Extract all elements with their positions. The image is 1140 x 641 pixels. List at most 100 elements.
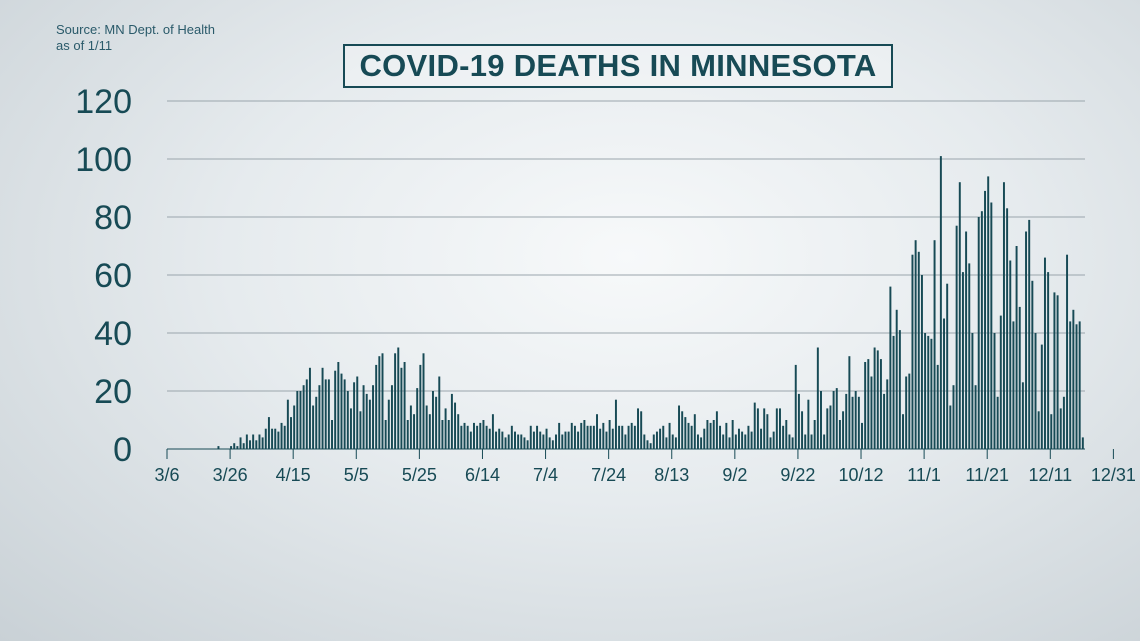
bar bbox=[725, 422, 728, 449]
bar bbox=[760, 428, 763, 449]
bar bbox=[435, 396, 438, 449]
bar bbox=[245, 434, 248, 449]
bar bbox=[343, 379, 346, 449]
bar bbox=[362, 385, 365, 449]
bar bbox=[573, 425, 576, 449]
bar bbox=[305, 379, 308, 449]
bar bbox=[690, 425, 693, 449]
bar bbox=[479, 422, 482, 449]
bar bbox=[810, 434, 813, 449]
x-tick-label: 12/31 bbox=[1091, 465, 1136, 485]
bar bbox=[409, 405, 412, 449]
bar bbox=[460, 425, 463, 449]
bar bbox=[507, 434, 510, 449]
bar bbox=[592, 425, 595, 449]
bar bbox=[924, 333, 927, 449]
bar bbox=[936, 364, 939, 449]
bar bbox=[570, 422, 573, 449]
x-tick-label: 11/1 bbox=[907, 465, 941, 485]
bar bbox=[930, 338, 933, 449]
bar bbox=[785, 420, 788, 449]
bar bbox=[879, 359, 882, 449]
y-tick-label: 80 bbox=[94, 199, 132, 237]
bar bbox=[473, 422, 475, 449]
bar bbox=[851, 396, 854, 449]
bar bbox=[321, 367, 324, 449]
bar bbox=[952, 385, 955, 449]
bar bbox=[693, 414, 696, 449]
bar bbox=[782, 425, 785, 449]
bar bbox=[703, 428, 706, 449]
bar bbox=[517, 434, 520, 449]
bar bbox=[290, 417, 292, 449]
bar bbox=[368, 399, 371, 449]
bar bbox=[747, 425, 750, 449]
bar bbox=[838, 420, 841, 449]
chart-title: COVID-19 DEATHS IN MINNESOTA bbox=[343, 44, 893, 88]
bar bbox=[230, 446, 233, 449]
bar bbox=[955, 225, 958, 449]
bar bbox=[775, 408, 778, 449]
bar bbox=[722, 434, 725, 449]
bar bbox=[520, 434, 523, 449]
y-tick-label: 0 bbox=[113, 431, 132, 469]
bar bbox=[422, 353, 425, 449]
bar bbox=[1037, 411, 1040, 449]
bar bbox=[1009, 260, 1012, 449]
bar bbox=[1031, 280, 1034, 449]
bar bbox=[766, 414, 769, 449]
bar bbox=[258, 434, 261, 449]
bar bbox=[804, 434, 807, 449]
bar bbox=[555, 434, 557, 449]
bar bbox=[242, 443, 245, 449]
bar bbox=[816, 347, 819, 449]
bar bbox=[308, 367, 311, 449]
bar bbox=[700, 437, 703, 449]
bar bbox=[331, 420, 333, 449]
bar bbox=[551, 440, 554, 449]
bar bbox=[744, 434, 747, 449]
bar bbox=[1062, 396, 1065, 449]
bar bbox=[261, 437, 264, 449]
bar bbox=[873, 347, 876, 449]
bar bbox=[971, 333, 974, 449]
bar bbox=[403, 362, 406, 449]
bar bbox=[498, 428, 501, 449]
bar bbox=[381, 353, 384, 449]
bar bbox=[933, 240, 936, 449]
bar bbox=[239, 437, 242, 449]
bar bbox=[450, 393, 453, 449]
bar bbox=[274, 428, 277, 449]
bar bbox=[340, 373, 343, 449]
bar bbox=[1021, 382, 1024, 449]
bar bbox=[485, 425, 488, 449]
bar bbox=[886, 379, 889, 449]
bar bbox=[523, 437, 526, 449]
bar bbox=[441, 420, 444, 449]
bar bbox=[734, 434, 737, 449]
bar bbox=[633, 425, 636, 449]
bar bbox=[618, 425, 621, 449]
bar bbox=[1059, 408, 1062, 449]
bar bbox=[829, 405, 832, 449]
bar bbox=[299, 391, 302, 449]
bar bbox=[1028, 219, 1031, 449]
bar bbox=[990, 202, 993, 449]
bar bbox=[315, 396, 318, 449]
bar bbox=[586, 425, 589, 449]
bar bbox=[1066, 254, 1069, 449]
bar bbox=[255, 440, 258, 449]
y-tick-label: 60 bbox=[94, 257, 132, 295]
bar bbox=[387, 399, 390, 449]
y-tick-label: 120 bbox=[75, 83, 132, 121]
bar bbox=[715, 411, 718, 449]
bar bbox=[895, 309, 898, 449]
bar bbox=[514, 431, 516, 449]
bar bbox=[731, 420, 734, 449]
bar bbox=[545, 428, 548, 449]
bar bbox=[646, 440, 649, 449]
bar bbox=[596, 414, 598, 449]
bar bbox=[324, 379, 327, 449]
bar bbox=[510, 425, 513, 449]
bar bbox=[416, 388, 419, 449]
